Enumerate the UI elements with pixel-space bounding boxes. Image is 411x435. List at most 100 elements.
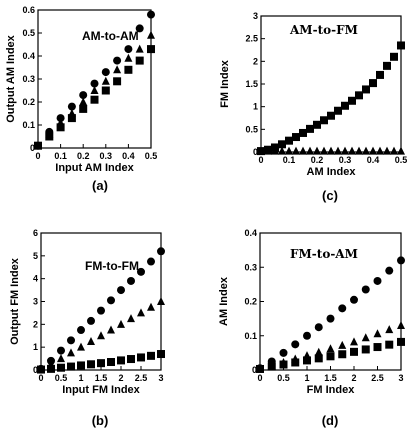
data-point-triangle xyxy=(355,146,363,155)
data-point-square xyxy=(77,361,85,370)
data-point-square xyxy=(313,120,321,129)
x-tick-label: 0.5 xyxy=(55,373,68,383)
x-tick-label: 0.2 xyxy=(311,155,324,165)
panel-c: 0 0.1 0.2 0.3 0.4 0.5 0 0.5 1 1.5 2 2.5 3 AM Index FM … xyxy=(219,11,407,203)
data-point-circle xyxy=(56,114,65,123)
y-tick-label: 0.3 xyxy=(22,74,35,84)
data-point-triangle xyxy=(87,336,95,345)
data-point-square xyxy=(56,123,65,132)
data-point-square xyxy=(390,52,398,61)
data-point-square xyxy=(137,353,145,362)
data-point-triangle xyxy=(285,146,293,155)
panel-caption: (a) xyxy=(92,178,108,193)
x-axis-label: AM Index xyxy=(307,166,357,178)
data-point-triangle xyxy=(124,53,133,62)
data-point-circle xyxy=(87,316,95,325)
data-point-circle xyxy=(124,45,133,54)
y-tick-label: 0.6 xyxy=(22,5,35,15)
data-point-triangle xyxy=(90,86,99,94)
data-point-square xyxy=(341,101,349,110)
data-point-square xyxy=(79,104,88,113)
data-point-square xyxy=(303,356,311,365)
data-point-triangle xyxy=(327,146,335,155)
data-point-square xyxy=(57,363,65,372)
data-point-square xyxy=(279,360,288,369)
data-point-triangle xyxy=(369,146,377,155)
y-tick-label: 0.5 xyxy=(22,28,35,38)
data-point-square xyxy=(90,95,99,104)
data-point-triangle xyxy=(147,302,155,311)
data-point-square xyxy=(292,133,300,142)
panel-caption: (c) xyxy=(322,188,338,203)
y-tick-label: 6 xyxy=(33,228,38,238)
data-point-triangle xyxy=(127,314,135,323)
y-tick-label: 0.1 xyxy=(22,120,35,130)
data-point-triangle xyxy=(97,331,105,340)
data-point-square xyxy=(135,56,144,65)
data-point-square xyxy=(34,141,42,150)
data-point-triangle xyxy=(107,325,115,334)
data-point-circle xyxy=(107,296,115,305)
data-point-square xyxy=(397,337,405,346)
data-point-square xyxy=(306,124,314,133)
y-tick-label: 3 xyxy=(253,11,258,21)
data-point-triangle xyxy=(397,146,405,155)
y-tick-label: 0.4 xyxy=(22,51,35,61)
data-point-circle xyxy=(67,336,75,345)
data-point-square xyxy=(299,128,307,137)
x-tick-label: 0 xyxy=(257,373,262,383)
data-point-square xyxy=(117,356,125,365)
data-point-square xyxy=(107,358,115,367)
data-point-triangle xyxy=(320,146,328,155)
data-point-triangle xyxy=(383,146,391,155)
data-point-circle xyxy=(361,285,370,294)
data-point-square xyxy=(147,351,155,360)
series-triangle xyxy=(257,146,405,155)
y-axis-label: Output AM Index xyxy=(5,34,17,122)
y-tick-label: 5 xyxy=(33,251,38,261)
data-point-square xyxy=(267,362,276,371)
data-point-triangle xyxy=(292,146,300,155)
data-point-triangle xyxy=(271,146,279,155)
data-point-circle xyxy=(127,276,135,285)
x-tick-label: 1.5 xyxy=(95,373,108,383)
panel-caption: (b) xyxy=(92,413,109,428)
x-tick-label: 0.5 xyxy=(277,373,290,383)
y-tick-label: 2 xyxy=(253,56,258,66)
data-point-circle xyxy=(385,266,394,275)
y-axis-label: Output FM Index xyxy=(9,257,21,345)
data-point-triangle xyxy=(334,146,342,155)
x-tick-label: 0 xyxy=(35,151,40,161)
panel-d: 0 0.5 1 1.5 2 2.5 3 0 0.1 0.2 0.3 0.4 FM Index AM Ind… xyxy=(218,228,405,428)
data-point-square xyxy=(157,350,165,359)
data-point-triangle xyxy=(257,146,265,155)
x-tick-label: 0.2 xyxy=(77,151,90,161)
data-point-square xyxy=(334,106,342,115)
x-tick-label: 0.4 xyxy=(122,151,135,161)
data-point-square xyxy=(383,61,391,70)
inset-label: FM-to-FM xyxy=(85,259,139,273)
data-point-square xyxy=(376,70,384,79)
data-point-square xyxy=(314,354,323,363)
y-tick-label: 0.5 xyxy=(245,124,258,134)
y-tick-label: 0.1 xyxy=(244,331,257,341)
data-point-triangle xyxy=(341,146,349,155)
data-point-square xyxy=(67,114,76,123)
data-point-triangle xyxy=(361,333,370,342)
data-point-square xyxy=(97,359,105,368)
data-point-triangle xyxy=(373,329,382,338)
y-tick-label: 0.4 xyxy=(244,228,257,238)
data-point-triangle xyxy=(299,146,307,155)
y-tick-label: 0 xyxy=(30,143,35,153)
series-square xyxy=(34,45,155,150)
data-point-circle xyxy=(90,79,99,88)
data-point-circle xyxy=(326,314,335,323)
inset-label: FM-to-AM xyxy=(290,247,358,261)
panel-caption: (d) xyxy=(322,413,339,428)
data-point-circle xyxy=(314,323,323,332)
data-point-square xyxy=(256,364,264,373)
data-point-triangle xyxy=(314,347,323,356)
y-tick-label: 2 xyxy=(33,319,38,329)
inset-label: AM-to-FM xyxy=(289,23,358,37)
